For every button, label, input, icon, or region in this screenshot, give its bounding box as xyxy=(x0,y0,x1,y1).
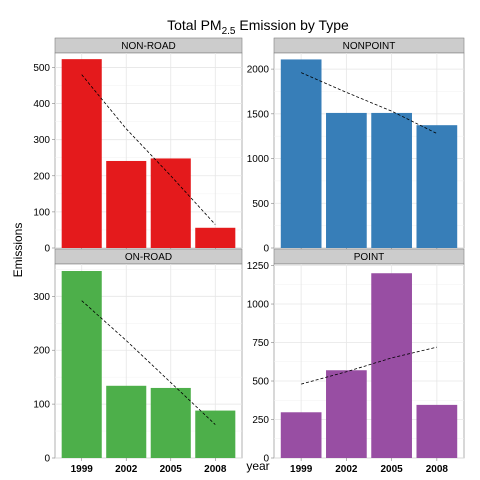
x-tick-label: 2002 xyxy=(115,464,138,475)
bar-2005 xyxy=(371,273,412,458)
x-tick-label: 1999 xyxy=(290,464,313,475)
y-tick-label: 400 xyxy=(33,99,50,110)
y-tick-label: 100 xyxy=(33,400,50,411)
y-tick-label: 300 xyxy=(33,292,50,303)
x-tick-label: 1999 xyxy=(71,464,94,475)
bar-2002 xyxy=(106,160,147,248)
x-tick-label: 2005 xyxy=(380,464,403,475)
y-tick-label: 1500 xyxy=(247,109,270,120)
bar-2002 xyxy=(326,370,367,458)
y-tick-label: 500 xyxy=(252,199,269,210)
bar-2005 xyxy=(150,158,191,248)
chart-title: Total PM2.5 Emission by Type xyxy=(167,17,349,37)
bar-2008 xyxy=(195,227,236,248)
panel-point: POINT 0 250 500 750 1000 1250 1999 2002 2005 2008 xyxy=(247,248,465,475)
bar-2008 xyxy=(195,410,236,458)
y-tick-label: 500 xyxy=(33,63,50,74)
panels: NON-ROAD 0 100 200 300 400 500 1999 2002 2005 2008… xyxy=(33,37,465,475)
bar-2008 xyxy=(416,125,458,248)
y-tick-label: 250 xyxy=(252,415,269,426)
y-tick-label: 1000 xyxy=(247,154,270,165)
y-axis-title: Emissions xyxy=(11,223,25,278)
x-tick-label: 2008 xyxy=(426,464,449,475)
y-tick-label: 100 xyxy=(33,207,50,218)
y-tick-label: 1250 xyxy=(247,261,270,272)
y-tick-label: 300 xyxy=(33,135,50,146)
y-tick-label: 2000 xyxy=(247,65,270,76)
panel-non-road: NON-ROAD01002003004005001999200220052008 xyxy=(33,37,243,265)
bar-2002 xyxy=(106,385,147,458)
y-tick-label: 0 xyxy=(44,244,50,255)
strip-label: POINT xyxy=(354,252,385,263)
x-tick-label: 2008 xyxy=(204,464,227,475)
bar-1999 xyxy=(61,59,102,249)
y-tick-label: 0 xyxy=(263,454,269,465)
bar-2005 xyxy=(371,112,412,249)
bar-2008 xyxy=(416,404,458,458)
strip-label: NONPOINT xyxy=(343,41,396,52)
y-tick-label: 1000 xyxy=(247,300,270,311)
strip-label: NON-ROAD xyxy=(121,41,175,52)
x-axis-title: year xyxy=(246,459,269,473)
y-tick-label: 200 xyxy=(33,171,50,182)
bar-1999 xyxy=(280,412,322,458)
y-tick-label: 0 xyxy=(44,454,50,465)
x-tick-label: 2005 xyxy=(160,464,183,475)
y-tick-label: 750 xyxy=(252,338,269,349)
y-tick-label: 500 xyxy=(252,377,269,388)
bar-1999 xyxy=(280,59,322,248)
panel-on-road: ON-ROAD 0 100 200 300 1999 2002 2005 2008 xyxy=(33,248,243,475)
strip-label: ON-ROAD xyxy=(125,252,172,263)
trend-line xyxy=(301,346,437,385)
bar-1999 xyxy=(61,271,102,458)
bar-2002 xyxy=(326,112,367,249)
trend-line xyxy=(81,74,216,225)
y-tick-label: 200 xyxy=(33,346,50,357)
y-tick-label: 0 xyxy=(263,244,269,255)
trend-line xyxy=(81,300,216,425)
panel-nonpoint: NONPOINT05001000150020001999200220052008 xyxy=(247,37,465,265)
bar-2005 xyxy=(150,387,191,458)
x-tick-label: 2002 xyxy=(335,464,358,475)
